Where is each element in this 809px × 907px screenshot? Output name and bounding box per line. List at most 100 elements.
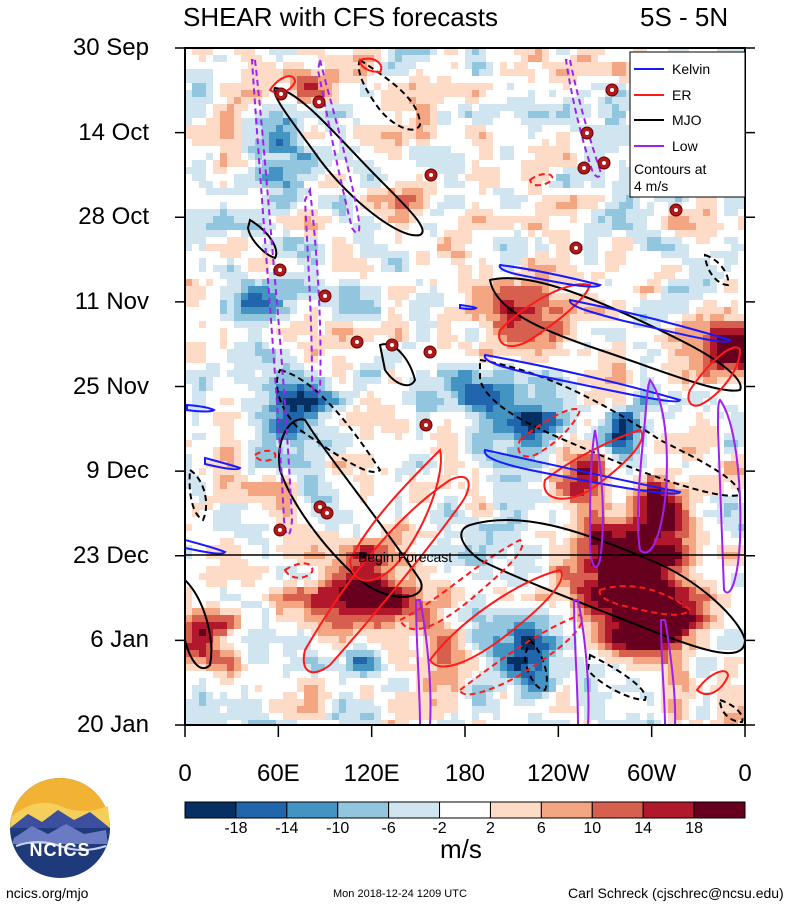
x-tick-label: 0 bbox=[738, 760, 752, 787]
contour-12 bbox=[188, 468, 208, 522]
y-ticks bbox=[175, 47, 755, 726]
legend-low-label: Low bbox=[672, 138, 699, 154]
colorbar-tick-label: 2 bbox=[486, 820, 495, 837]
contour-21 bbox=[695, 670, 730, 695]
y-tick-label: 25 Nov bbox=[72, 372, 149, 400]
y-tick-label: 30 Sep bbox=[72, 34, 149, 61]
contour-26 bbox=[517, 408, 582, 458]
colorbar-swatch-5 bbox=[439, 801, 491, 819]
colorbar-tick-label: -14 bbox=[275, 820, 299, 837]
contour-44 bbox=[716, 398, 742, 594]
contour-11 bbox=[586, 653, 647, 702]
contour-46 bbox=[414, 599, 432, 725]
colorbar-tick-label: 6 bbox=[536, 820, 546, 837]
colorbar-tick-label: -10 bbox=[326, 820, 350, 837]
storm-eye-11 bbox=[355, 340, 359, 344]
colorbar-swatch-10 bbox=[693, 801, 746, 819]
colorbar-swatch-8 bbox=[591, 801, 644, 819]
storm-eye-14 bbox=[424, 423, 428, 427]
contour-1 bbox=[278, 418, 423, 598]
colorbar-swatch-2 bbox=[286, 801, 339, 819]
y-tick-label: 14 Oct bbox=[78, 118, 149, 146]
colorbar-units: m/s bbox=[440, 834, 482, 864]
storm-eye-12 bbox=[390, 343, 394, 347]
colorbar-swatch-3 bbox=[337, 801, 390, 819]
storm-eye-8 bbox=[574, 246, 578, 250]
forecast-label: Begin Forecast bbox=[358, 549, 452, 565]
storm-eye-5 bbox=[602, 161, 606, 165]
colorbar-swatch-7 bbox=[540, 801, 593, 819]
x-tick-label: 120W bbox=[526, 760, 590, 787]
colorbar-swatch-4 bbox=[388, 801, 441, 819]
storm-eye-16 bbox=[325, 511, 329, 515]
y-tick-label: 6 Jan bbox=[90, 626, 149, 654]
contour-14 bbox=[718, 698, 744, 724]
storm-eye-10 bbox=[323, 294, 327, 298]
storm-eye-4 bbox=[582, 166, 586, 170]
contour-3 bbox=[488, 277, 742, 392]
contour-5 bbox=[246, 218, 278, 260]
contour-7 bbox=[357, 58, 422, 131]
contour-41 bbox=[564, 59, 602, 178]
chart-region: 5S - 5N bbox=[640, 2, 729, 32]
contour-24 bbox=[398, 538, 523, 631]
contour-43 bbox=[636, 377, 668, 554]
contour-4 bbox=[185, 578, 213, 670]
contour-32 bbox=[569, 298, 732, 343]
storm-eye-9 bbox=[278, 268, 282, 272]
storm-eye-17 bbox=[278, 528, 282, 532]
storm-eye-1 bbox=[317, 100, 321, 104]
colorbar-tick-label: 14 bbox=[634, 820, 653, 837]
contour-25 bbox=[458, 613, 583, 696]
legend-note: Contours at 4 m/s bbox=[634, 161, 706, 194]
contour-45 bbox=[588, 429, 604, 568]
colorbar-swatch-1 bbox=[235, 801, 288, 819]
storm-eye-7 bbox=[674, 208, 678, 212]
contour-22 bbox=[358, 57, 383, 74]
contour-28 bbox=[283, 562, 314, 579]
contour-42 bbox=[303, 186, 322, 396]
contour-31 bbox=[498, 263, 602, 288]
colorbar-tick-label: 18 bbox=[685, 820, 703, 837]
contour-13 bbox=[703, 253, 730, 287]
colorbar bbox=[184, 801, 746, 819]
contour-0 bbox=[273, 86, 424, 237]
y-tick-label: 28 Oct bbox=[78, 203, 149, 231]
contour-9 bbox=[479, 358, 742, 497]
wave-contours bbox=[185, 57, 745, 725]
storm-eye-15 bbox=[318, 505, 322, 509]
footer-url[interactable]: ncics.org/mjo bbox=[6, 885, 89, 901]
contour-19 bbox=[543, 428, 643, 500]
storm-eye-13 bbox=[428, 350, 432, 354]
ncics-logo-text: NCICS bbox=[29, 840, 91, 860]
x-ticks bbox=[184, 725, 746, 737]
x-tick-label: 60E bbox=[256, 760, 300, 787]
contour-8 bbox=[275, 368, 382, 473]
contour-37 bbox=[185, 538, 227, 555]
storm-eye-6 bbox=[429, 173, 433, 177]
colorbar-tick-label: 10 bbox=[583, 820, 602, 837]
ncics-logo[interactable]: NCICS bbox=[8, 776, 112, 880]
contour-33 bbox=[483, 353, 682, 403]
y-tick-label: 9 Dec bbox=[86, 457, 149, 485]
contour-35 bbox=[186, 403, 216, 413]
storm-markers bbox=[273, 83, 683, 537]
x-tick-label: 120E bbox=[343, 760, 400, 787]
footer-timestamp: Mon 2018-12-24 1209 UTC bbox=[333, 888, 467, 900]
contour-48 bbox=[659, 619, 677, 725]
contour-20 bbox=[687, 346, 742, 407]
contour-29 bbox=[528, 173, 554, 187]
x-tick-label: 0 bbox=[178, 760, 192, 787]
legend-mjo-label: MJO bbox=[672, 112, 702, 128]
contour-10 bbox=[523, 638, 548, 692]
colorbar-tick-label: -18 bbox=[224, 820, 248, 837]
legend-kelvin-label: Kelvin bbox=[672, 61, 710, 77]
footer-author: Carl Schreck (cjschrec@ncsu.edu) bbox=[568, 885, 784, 901]
contour-47 bbox=[572, 599, 590, 725]
colorbar-swatch-9 bbox=[642, 801, 695, 819]
contour-38 bbox=[459, 303, 478, 311]
chart-title: SHEAR with CFS forecasts bbox=[183, 2, 498, 32]
legend: Kelvin ER MJO Low Contours at 4 m/s bbox=[629, 51, 746, 198]
legend-er-label: ER bbox=[672, 87, 691, 103]
